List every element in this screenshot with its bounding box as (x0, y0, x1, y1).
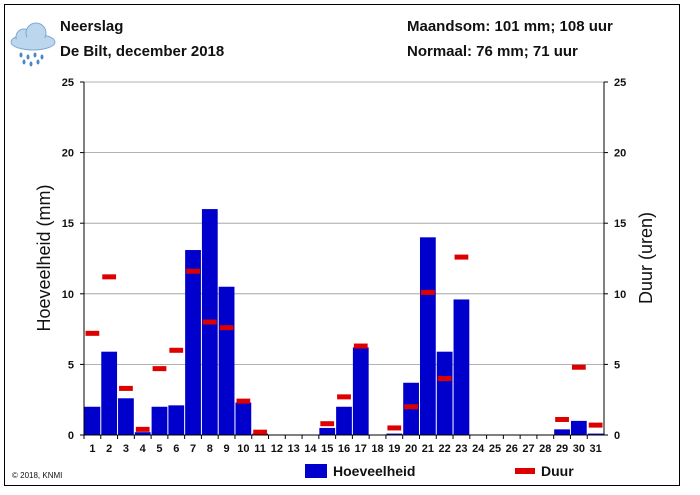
bar-day-6 (168, 405, 185, 435)
x-tick-label: 15 (321, 443, 333, 455)
y2-axis-label: Duur (uren) (636, 212, 656, 304)
rain-cloud-icon (10, 22, 56, 67)
x-tick-label: 30 (573, 443, 585, 455)
bar-day-21 (419, 237, 436, 435)
x-tick-label: 13 (288, 443, 300, 455)
x-tick-label: 29 (556, 443, 568, 455)
bar-day-7 (185, 250, 201, 435)
duration-marker-day-22 (437, 376, 452, 382)
x-tick-label: 16 (338, 443, 350, 455)
duration-marker-day-15 (320, 421, 335, 427)
bar-day-19 (386, 433, 403, 435)
bar-day-29 (554, 429, 570, 435)
bar-day-30 (570, 420, 587, 435)
duration-marker-day-29 (555, 416, 569, 422)
duration-marker-day-9 (219, 325, 234, 331)
duration-marker-day-10 (236, 398, 251, 404)
bar-day-4 (134, 432, 151, 435)
bar-day-16 (336, 406, 352, 435)
bar-day-9 (218, 286, 235, 435)
x-tick-label: 4 (140, 443, 147, 455)
duration-marker-day-11 (253, 429, 268, 435)
x-tick-label: 21 (422, 443, 434, 455)
x-tick-label: 14 (304, 443, 317, 455)
chart-title: Neerslag (60, 18, 124, 35)
x-tick-label: 6 (173, 443, 179, 455)
y-axis-label: Hoeveelheid (mm) (34, 184, 54, 331)
legend-swatch-hoeveelheid (305, 464, 327, 478)
bar-day-2 (101, 351, 118, 435)
x-tick-label: 20 (405, 443, 417, 455)
x-tick-label: 11 (254, 443, 266, 455)
bar-day-3 (118, 398, 134, 435)
duration-marker-day-31 (588, 422, 603, 428)
x-tick-label: 27 (522, 443, 534, 455)
duration-marker-day-7 (186, 268, 200, 274)
duration-marker-day-2 (102, 274, 117, 280)
x-tick-label: 3 (123, 443, 129, 455)
y2-tick-label: 20 (614, 148, 626, 160)
x-tick-label: 7 (190, 443, 196, 455)
y2-tick-label: 25 (614, 77, 626, 89)
bar-day-5 (151, 406, 168, 435)
legend-swatch-duur (515, 468, 535, 474)
bar-day-22 (436, 351, 453, 435)
y-tick-label: 25 (62, 77, 74, 89)
copyright: © 2018, KNMI (12, 471, 62, 480)
x-tick-label: 23 (455, 443, 467, 455)
x-tick-label: 19 (388, 443, 400, 455)
y-tick-label: 15 (62, 218, 74, 230)
x-tick-label: 9 (224, 443, 230, 455)
chart-subtitle: De Bilt, december 2018 (60, 43, 225, 60)
bar-day-1 (84, 406, 101, 435)
duration-marker-day-19 (387, 425, 402, 431)
y2-tick-label: 15 (614, 218, 626, 230)
duration-marker-day-20 (404, 404, 418, 410)
bar-day-10 (235, 402, 252, 435)
legend-label-hoeveelheid: Hoeveelheid (333, 463, 415, 479)
y-tick-label: 20 (62, 148, 74, 160)
x-tick-label: 24 (472, 443, 485, 455)
x-tick-label: 10 (237, 443, 249, 455)
duration-marker-day-5 (152, 366, 167, 372)
x-tick-label: 31 (589, 443, 601, 455)
bar-day-17 (352, 347, 369, 435)
y-tick-label: 10 (62, 289, 74, 301)
y-tick-label: 0 (68, 430, 74, 442)
normal-values: Normaal: 76 mm; 71 uur (407, 43, 578, 60)
duration-marker-day-23 (454, 254, 469, 260)
duration-marker-day-4 (135, 426, 150, 432)
x-tick-label: 17 (355, 443, 367, 455)
legend: Hoeveelheid Duur (305, 463, 574, 479)
x-tick-label: 22 (439, 443, 451, 455)
x-tick-label: 1 (89, 443, 95, 455)
x-tick-label: 2 (106, 443, 112, 455)
duration-marker-day-1 (85, 330, 100, 336)
y2-tick-label: 10 (614, 289, 626, 301)
duration-marker-day-3 (119, 385, 133, 391)
duration-marker-day-6 (169, 347, 184, 353)
y2-tick-label: 5 (614, 359, 620, 371)
legend-label-duur: Duur (541, 463, 574, 479)
x-tick-label: 8 (207, 443, 213, 455)
bar-day-31 (587, 433, 604, 435)
duration-marker-day-30 (571, 364, 586, 370)
duration-marker-day-21 (420, 289, 435, 295)
duration-marker-day-17 (353, 343, 368, 349)
bar-day-23 (453, 299, 470, 435)
x-tick-label: 18 (371, 443, 383, 455)
x-tick-label: 12 (271, 443, 283, 455)
duration-marker-day-8 (202, 319, 217, 325)
bar-day-15 (319, 427, 336, 435)
y-tick-label: 5 (68, 359, 74, 371)
x-tick-label: 5 (156, 443, 162, 455)
duration-marker-day-16 (337, 394, 351, 400)
x-tick-label: 26 (506, 443, 518, 455)
x-tick-label: 28 (539, 443, 551, 455)
y2-tick-label: 0 (614, 430, 620, 442)
x-tick-label: 25 (489, 443, 501, 455)
monthly-sum: Maandsom: 101 mm; 108 uur (407, 18, 613, 35)
